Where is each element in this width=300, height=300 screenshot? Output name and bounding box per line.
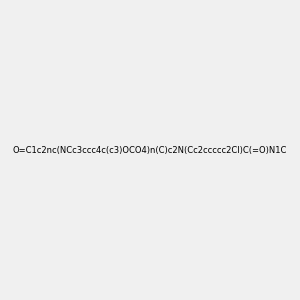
Text: O=C1c2nc(NCc3ccc4c(c3)OCO4)n(C)c2N(Cc2ccccc2Cl)C(=O)N1C: O=C1c2nc(NCc3ccc4c(c3)OCO4)n(C)c2N(Cc2cc… <box>13 146 287 154</box>
